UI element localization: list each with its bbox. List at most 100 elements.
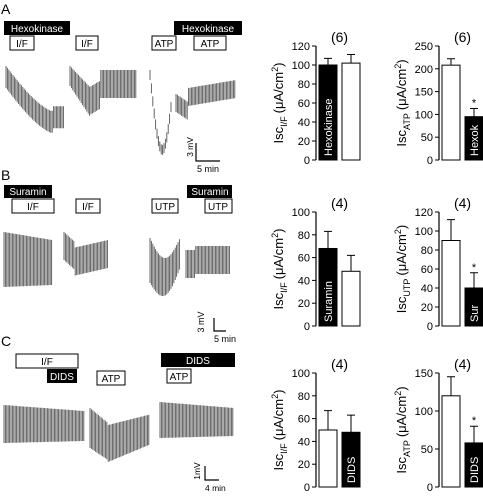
chart-3-tick-label: 100 bbox=[292, 207, 310, 219]
chart-4-bar-label: Sur bbox=[469, 305, 481, 322]
c-atp-box-1 bbox=[96, 370, 126, 386]
c-dids-label-1: DIDS bbox=[50, 372, 74, 383]
chart-5-y-label: IscI/F(μA/cm2) bbox=[270, 390, 289, 471]
chart-2-tick-label: 100 bbox=[415, 109, 433, 121]
b-utp-label-1: UTP bbox=[155, 202, 175, 213]
c-trace-2 bbox=[89, 408, 150, 462]
chart-5-n-label: (4) bbox=[331, 356, 348, 372]
chart-4-significance: * bbox=[472, 262, 477, 274]
chart-6-significance: * bbox=[472, 415, 477, 427]
a-atp-label-1: ATP bbox=[155, 39, 174, 50]
c-dids-bar-2 bbox=[161, 353, 235, 367]
b-trace-4 bbox=[185, 246, 230, 278]
c-trace-1 bbox=[3, 405, 85, 443]
a-hexokinase-label-1: Hexokinase bbox=[11, 24, 64, 35]
chart-6-bar-1 bbox=[441, 395, 461, 488]
b-if-label-1: I/F bbox=[27, 202, 39, 213]
chart-3-error-bar-1 bbox=[324, 230, 332, 249]
chart-2-y-label: IscATP(μA/cm2) bbox=[393, 59, 412, 146]
chart-6-tick-label: 150 bbox=[415, 368, 433, 380]
a-atp-label-2: ATP bbox=[201, 39, 220, 50]
a-scale-voltage: 3 mV bbox=[185, 137, 195, 157]
chart-2-significance: * bbox=[472, 97, 477, 109]
chart-3-tick-label: 20 bbox=[298, 298, 310, 310]
b-trace-2 bbox=[63, 232, 108, 276]
chart-1-tick-label: 0 bbox=[304, 155, 310, 167]
chart-1-error-bar-1 bbox=[324, 57, 332, 65]
chart-3-bar-label: Suramin bbox=[323, 281, 335, 322]
chart-2-n-label: (6) bbox=[454, 29, 471, 45]
a-if-box-2 bbox=[75, 35, 99, 51]
chart-4-bar-1 bbox=[441, 240, 461, 327]
a-hexokinase-label-2: Hexokinase bbox=[182, 24, 235, 35]
chart-6-error-bar-1 bbox=[447, 376, 455, 396]
b-if-box-2 bbox=[75, 198, 101, 214]
a-trace-2 bbox=[69, 66, 137, 116]
a-scale-bar bbox=[195, 143, 220, 162]
chart-3-y-label: IscI/F(μA/cm2) bbox=[270, 229, 289, 310]
a-trace-4 bbox=[175, 80, 236, 120]
chart-4-tick-label: 80 bbox=[421, 245, 433, 257]
b-scale-bar bbox=[213, 318, 226, 332]
b-utp-label-2: UTP bbox=[208, 202, 228, 213]
chart-5-error-bar-2 bbox=[347, 414, 355, 433]
b-suramin-label-2: Suramin bbox=[191, 187, 228, 198]
chart-3-error-bar-2 bbox=[347, 254, 355, 272]
chart-4-error-bar-2 bbox=[470, 272, 478, 288]
chart-5-tick-label: 80 bbox=[298, 391, 310, 403]
chart-5-tick-label: 40 bbox=[298, 436, 310, 448]
a-hexokinase-bar-2 bbox=[174, 21, 242, 35]
chart-4-tick-label: 120 bbox=[415, 207, 433, 219]
chart-1-tick-label: 40 bbox=[298, 117, 310, 129]
chart-4-n-label: (4) bbox=[454, 195, 471, 211]
chart-6-n-label: (4) bbox=[454, 356, 471, 372]
chart-6-error-bar-2 bbox=[470, 425, 478, 443]
panel-letter-b: B bbox=[1, 167, 10, 183]
a-if-label-1: I/F bbox=[16, 39, 28, 50]
chart-3-tick-label: 0 bbox=[304, 321, 310, 333]
a-atp-box-2 bbox=[193, 35, 227, 51]
chart-4-y-label: IscUTP(μA/cm2) bbox=[393, 225, 412, 313]
chart-2-tick-label: 200 bbox=[415, 64, 433, 76]
chart-2-bar-1 bbox=[441, 64, 461, 161]
panel-letter-c: C bbox=[1, 333, 11, 349]
b-suramin-bar-1 bbox=[4, 185, 52, 198]
chart-6-tick-label: 0 bbox=[427, 482, 433, 494]
chart-4-tick-label: 100 bbox=[415, 226, 433, 238]
c-atp-label-2: ATP bbox=[170, 372, 189, 383]
b-utp-box-1 bbox=[151, 198, 179, 214]
chart-6-bar-label: DIDS bbox=[469, 457, 481, 483]
a-if-box-1 bbox=[9, 35, 35, 51]
chart-2-tick-label: 50 bbox=[421, 132, 433, 144]
chart-1-tick-label: 100 bbox=[292, 60, 310, 72]
chart-3-tick-label: 80 bbox=[298, 230, 310, 242]
chart-3-bar-2 bbox=[341, 270, 361, 327]
chart-1-bar-2 bbox=[341, 62, 361, 161]
chart-3-n-label: (4) bbox=[331, 195, 348, 211]
chart-5-bar-1 bbox=[318, 429, 338, 488]
chart-3-tick-label: 40 bbox=[298, 275, 310, 287]
a-hexokinase-bar-1 bbox=[4, 21, 70, 35]
c-atp-label-1: ATP bbox=[102, 374, 121, 385]
c-scale-bar bbox=[204, 466, 219, 481]
b-trace-3 bbox=[149, 238, 180, 297]
chart-1-n-label: (6) bbox=[331, 29, 348, 45]
a-atp-box-1 bbox=[151, 35, 177, 51]
a-if-label-2: I/F bbox=[81, 39, 93, 50]
chart-1-error-bar-2 bbox=[347, 54, 355, 64]
chart-1-tick-label: 120 bbox=[292, 41, 310, 53]
b-scale-time: 5 min bbox=[214, 334, 236, 344]
c-scale-time: 4 min bbox=[205, 483, 226, 493]
chart-4-tick-label: 40 bbox=[421, 283, 433, 295]
b-scale-voltage: 3 mV bbox=[196, 311, 206, 332]
a-trace-1 bbox=[5, 66, 64, 133]
b-utp-box-2 bbox=[204, 198, 233, 214]
a-scale-time: 5 min bbox=[197, 164, 219, 174]
b-if-box-1 bbox=[11, 198, 55, 214]
chart-2-bar-label: Hexok bbox=[469, 124, 481, 156]
chart-6-y-label: IscATP(μA/cm2) bbox=[393, 386, 412, 473]
